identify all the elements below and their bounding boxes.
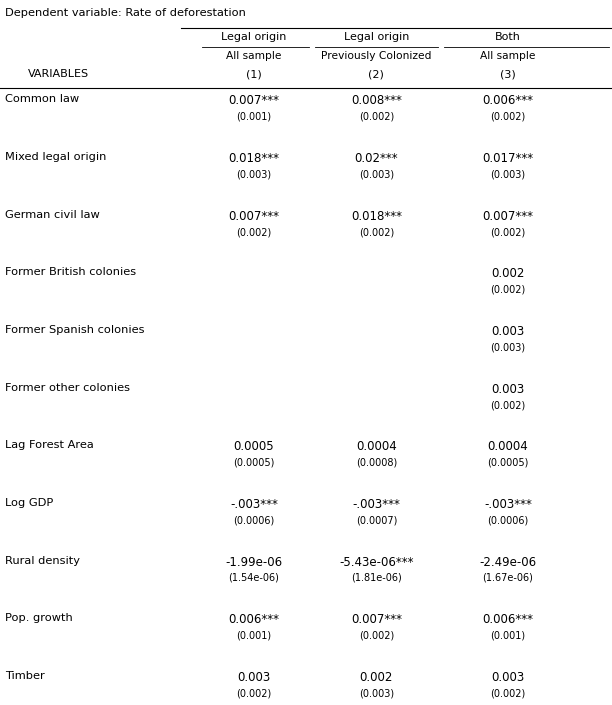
Text: Lag Forest Area: Lag Forest Area — [5, 441, 94, 450]
Text: (0.002): (0.002) — [359, 112, 394, 122]
Text: German civil law: German civil law — [5, 209, 100, 220]
Text: -5.43e-06***: -5.43e-06*** — [339, 556, 414, 568]
Text: Pop. growth: Pop. growth — [5, 613, 73, 623]
Text: (0.001): (0.001) — [236, 112, 272, 122]
Text: Former other colonies: Former other colonies — [5, 383, 130, 393]
Text: 0.002: 0.002 — [491, 267, 524, 281]
Text: All sample: All sample — [226, 51, 282, 61]
Text: (0.002): (0.002) — [359, 227, 394, 237]
Text: -2.49e-06: -2.49e-06 — [479, 556, 537, 568]
Text: (0.002): (0.002) — [490, 400, 526, 410]
Text: (0.0005): (0.0005) — [487, 458, 529, 467]
Text: -.003***: -.003*** — [484, 498, 532, 511]
Text: 0.007***: 0.007*** — [228, 94, 280, 107]
Text: (0.003): (0.003) — [490, 169, 526, 180]
Text: 0.006***: 0.006*** — [482, 94, 534, 107]
Text: (0.002): (0.002) — [359, 630, 394, 641]
Text: (0.003): (0.003) — [359, 688, 394, 698]
Text: All sample: All sample — [480, 51, 536, 61]
Text: (0.002): (0.002) — [236, 227, 272, 237]
Text: VARIABLES: VARIABLES — [28, 70, 89, 80]
Text: 0.02***: 0.02*** — [354, 152, 398, 165]
Text: (0.002): (0.002) — [236, 688, 272, 698]
Text: -.003***: -.003*** — [353, 498, 400, 511]
Text: 0.003: 0.003 — [491, 383, 524, 396]
Text: 0.0005: 0.0005 — [234, 441, 274, 453]
Text: (0.003): (0.003) — [490, 343, 526, 352]
Text: Rural density: Rural density — [5, 556, 80, 565]
Text: Both: Both — [495, 32, 521, 42]
Text: 0.003: 0.003 — [491, 325, 524, 338]
Text: 0.0004: 0.0004 — [488, 441, 528, 453]
Text: 0.008***: 0.008*** — [351, 94, 402, 107]
Text: (0.0007): (0.0007) — [356, 515, 397, 525]
Text: Dependent variable: Rate of deforestation: Dependent variable: Rate of deforestatio… — [5, 8, 246, 18]
Text: (1): (1) — [246, 70, 262, 80]
Text: (0.001): (0.001) — [236, 630, 272, 641]
Text: Legal origin: Legal origin — [344, 32, 409, 42]
Text: -1.99e-06: -1.99e-06 — [225, 556, 283, 568]
Text: 0.007***: 0.007*** — [228, 209, 280, 223]
Text: 0.0004: 0.0004 — [356, 441, 397, 453]
Text: (0.0008): (0.0008) — [356, 458, 397, 467]
Text: 0.006***: 0.006*** — [482, 613, 534, 626]
Text: 0.007***: 0.007*** — [351, 613, 402, 626]
Text: 0.018***: 0.018*** — [351, 209, 402, 223]
Text: Legal origin: Legal origin — [222, 32, 286, 42]
Text: (0.002): (0.002) — [490, 688, 526, 698]
Text: 0.017***: 0.017*** — [482, 152, 534, 165]
Text: (1.67e-06): (1.67e-06) — [482, 573, 534, 583]
Text: (0.003): (0.003) — [359, 169, 394, 180]
Text: (2): (2) — [368, 70, 384, 80]
Text: 0.007***: 0.007*** — [482, 209, 534, 223]
Text: 0.002: 0.002 — [360, 671, 393, 684]
Text: Former Spanish colonies: Former Spanish colonies — [5, 325, 144, 335]
Text: (3): (3) — [500, 70, 516, 80]
Text: (0.0006): (0.0006) — [233, 515, 275, 525]
Text: 0.006***: 0.006*** — [228, 613, 280, 626]
Text: (0.0006): (0.0006) — [487, 515, 529, 525]
Text: (0.002): (0.002) — [490, 227, 526, 237]
Text: (0.001): (0.001) — [490, 630, 526, 641]
Text: -.003***: -.003*** — [230, 498, 278, 511]
Text: Mixed legal origin: Mixed legal origin — [5, 152, 106, 162]
Text: (0.002): (0.002) — [490, 285, 526, 295]
Text: Previously Colonized: Previously Colonized — [321, 51, 431, 61]
Text: (0.003): (0.003) — [236, 169, 272, 180]
Text: 0.003: 0.003 — [491, 671, 524, 684]
Text: (0.002): (0.002) — [490, 112, 526, 122]
Text: Log GDP: Log GDP — [5, 498, 53, 508]
Text: Former British colonies: Former British colonies — [5, 267, 136, 277]
Text: Common law: Common law — [5, 94, 79, 104]
Text: (1.54e-06): (1.54e-06) — [228, 573, 280, 583]
Text: (1.81e-06): (1.81e-06) — [351, 573, 401, 583]
Text: 0.018***: 0.018*** — [228, 152, 280, 165]
Text: Timber: Timber — [5, 671, 45, 681]
Text: (0.0005): (0.0005) — [233, 458, 275, 467]
Text: 0.003: 0.003 — [237, 671, 271, 684]
